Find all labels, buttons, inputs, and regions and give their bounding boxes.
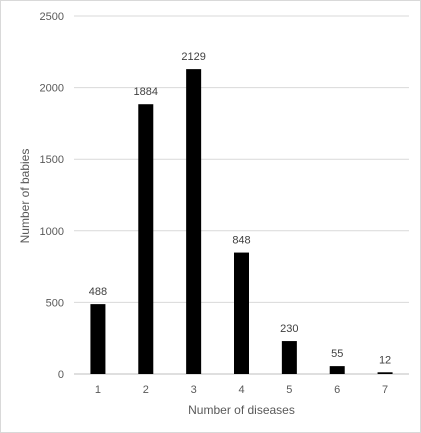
data-label: 488: [89, 286, 107, 298]
x-tick-label: 1: [95, 384, 101, 396]
x-tick-label: 4: [238, 384, 244, 396]
x-axis-title: Number of diseases: [188, 403, 295, 417]
y-tick-labels: 0 500 1000 1500 2000 2500: [40, 11, 64, 381]
y-axis-title: Number of babies: [18, 149, 32, 244]
y-tick-label: 1000: [40, 226, 64, 238]
x-tick-label: 7: [382, 384, 388, 396]
bar: [234, 252, 249, 374]
y-tick-label: 500: [46, 297, 64, 309]
data-label: 848: [232, 235, 250, 247]
bar: [377, 372, 393, 374]
bar: [138, 104, 154, 375]
data-label: 2129: [181, 51, 205, 63]
data-labels: 488 1884 2129 848 230 55 12: [89, 51, 391, 366]
bar: [90, 304, 106, 374]
data-label: 12: [379, 354, 391, 366]
data-label: 1884: [134, 86, 158, 98]
data-label: 55: [331, 348, 343, 360]
y-tick-label: 1500: [40, 154, 64, 166]
bar: [186, 69, 202, 374]
bar: [281, 341, 297, 374]
x-tick-label: 3: [191, 384, 197, 396]
bars: [90, 69, 393, 375]
y-tick-label: 0: [58, 369, 64, 381]
y-tick-label: 2500: [40, 11, 64, 23]
x-tick-label: 2: [143, 384, 149, 396]
x-tick-labels: 1 2 3 4 5 6 7: [95, 384, 388, 396]
y-tick-label: 2000: [40, 83, 64, 95]
gridlines: [74, 15, 409, 375]
bar: [329, 366, 345, 374]
data-label: 230: [280, 323, 298, 335]
x-tick-label: 6: [334, 384, 340, 396]
x-tick-label: 5: [286, 384, 292, 396]
